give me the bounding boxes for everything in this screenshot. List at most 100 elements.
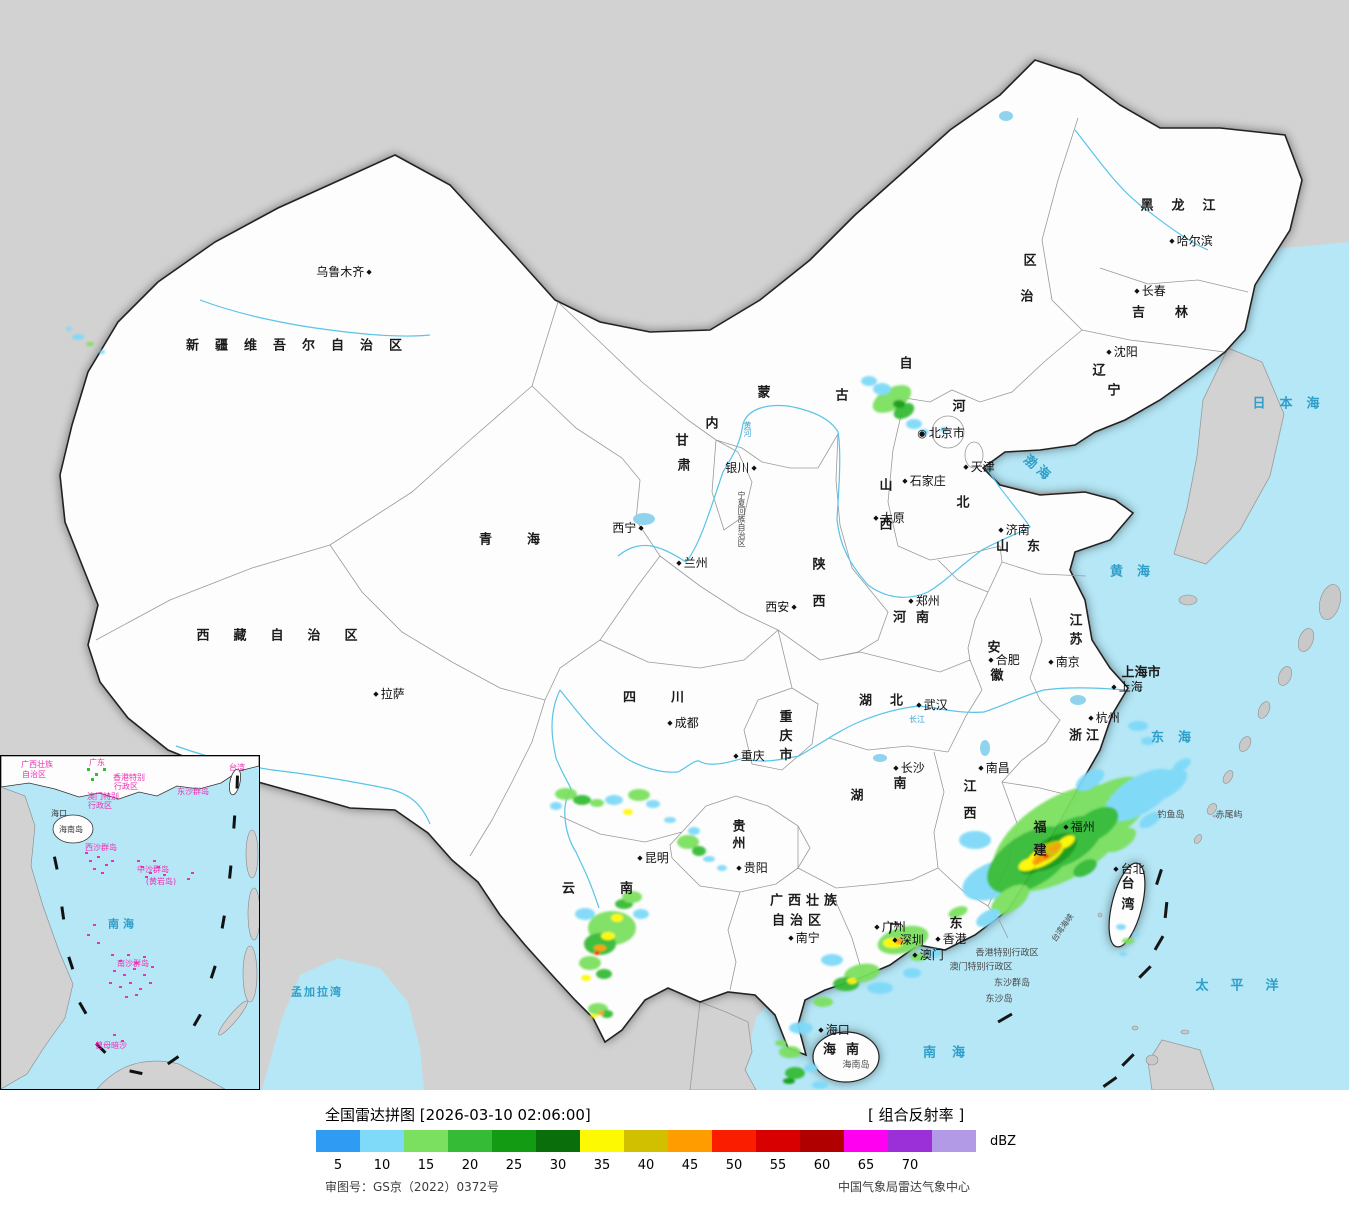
radar-echo [894, 938, 904, 944]
songhua-river [1074, 129, 1209, 251]
radar-echo [555, 788, 577, 800]
legend-swatch [800, 1130, 844, 1152]
maritime-boundary-dash [1155, 868, 1163, 886]
radar-echo [581, 975, 591, 981]
radar-echo [1133, 932, 1139, 936]
radar-echo [1071, 806, 1119, 844]
approval-number: 审图号：GS京（2022）0372号 [325, 1180, 499, 1194]
radar-echo [919, 429, 929, 435]
radar-echo [804, 1064, 818, 1072]
maritime-boundary-dash [1102, 1076, 1118, 1088]
radar-echo [1173, 758, 1191, 772]
radar-echo [623, 809, 633, 815]
legend-swatch [888, 1130, 932, 1152]
legend-swatch [712, 1130, 756, 1152]
radar-echo [903, 968, 921, 978]
maritime-boundary-dash [997, 1012, 1013, 1024]
legend-swatch [360, 1130, 404, 1152]
legend-panel: 全国雷达拼图 [2026-03-10 02:06:00] [ 组合反射率 ] 5… [0, 1090, 1349, 1208]
maritime-boundary-dash [1138, 965, 1152, 979]
inset-canvas [1, 756, 259, 1089]
radar-echo [1141, 737, 1155, 745]
island [1131, 1025, 1139, 1031]
legend-swatch [448, 1130, 492, 1152]
legend-value: 40 [637, 1158, 655, 1173]
lakes [633, 111, 1086, 762]
radar-echo [906, 419, 922, 429]
legend-values: 5 10 15 20 25 30 35 40 45 50 55 60 65 70 [316, 1158, 932, 1173]
legend-value: 20 [461, 1158, 479, 1173]
legend-swatch [404, 1130, 448, 1152]
island [1145, 1054, 1159, 1066]
radar-echo [633, 909, 649, 919]
yellow-river [617, 404, 1031, 598]
legend-value: 10 [373, 1158, 391, 1173]
radar-echo [1122, 938, 1134, 944]
radar-echo [927, 949, 941, 957]
legend-swatch [316, 1130, 360, 1152]
radar-echo [1116, 924, 1126, 930]
inset-hainan [52, 814, 94, 844]
island [1207, 803, 1217, 815]
legend-value: 45 [681, 1158, 699, 1173]
radar-echo [785, 1067, 805, 1079]
legend-value: 60 [813, 1158, 831, 1173]
radar-echo [1049, 843, 1061, 853]
radar-echo [598, 1011, 604, 1015]
radar-echo [893, 400, 905, 408]
radar-echo [628, 789, 650, 801]
radar-echo [596, 969, 612, 979]
radar-echo [775, 1040, 787, 1046]
maritime-boundary-dash [1163, 901, 1169, 919]
legend-swatch [932, 1130, 976, 1152]
radar-echo [72, 334, 84, 340]
legend-colorbar [316, 1130, 976, 1152]
radar-echo [812, 1081, 828, 1089]
radar-echo [611, 914, 623, 922]
radar-echo [783, 1078, 795, 1084]
radar-echo [550, 802, 562, 810]
radar-echo [66, 327, 72, 331]
vietnam-land [689, 1001, 757, 1090]
radar-echo [579, 956, 601, 970]
credit-text: 中国气象局雷达气象中心 [838, 1180, 971, 1194]
legend-value: 30 [549, 1158, 567, 1173]
island [1193, 834, 1203, 844]
radar-echo [976, 909, 1000, 927]
radar-echo [590, 799, 604, 807]
legend-swatch [756, 1130, 800, 1152]
legend-unit: dBZ [990, 1134, 1017, 1149]
inset-philippines [218, 829, 259, 1036]
radar-echo [867, 982, 893, 994]
island [1222, 770, 1234, 784]
legend-swatch [844, 1130, 888, 1152]
legend-value: 70 [901, 1158, 919, 1173]
radar-echo [646, 800, 660, 808]
radar-echo [940, 427, 948, 433]
island [1180, 1029, 1190, 1035]
product-label: [ 组合反射率 ] [868, 1106, 965, 1124]
inset-mainland [1, 756, 259, 800]
bay-of-bengal-area [262, 958, 424, 1090]
radar-echo [594, 951, 600, 955]
korea-land [1173, 347, 1285, 565]
radar-echo [990, 884, 1030, 916]
radar-echo [813, 997, 833, 1007]
legend-value: 15 [417, 1158, 435, 1173]
offshore-islands [1097, 584, 1342, 1066]
radar-echo [959, 831, 991, 849]
island [1297, 628, 1315, 652]
radar-echo [601, 1010, 613, 1018]
legend-swatch [580, 1130, 624, 1152]
radar-echo [692, 846, 706, 856]
island [1178, 594, 1198, 606]
radar-echo [1119, 952, 1127, 956]
radar-echo [1139, 811, 1161, 829]
radar-echo [575, 908, 595, 920]
legend-value: 55 [769, 1158, 787, 1173]
maritime-boundary-dash [1153, 935, 1165, 951]
radar-echo [688, 827, 700, 835]
radar-echo [1073, 859, 1097, 877]
maritime-boundary-dash [1121, 1053, 1135, 1067]
